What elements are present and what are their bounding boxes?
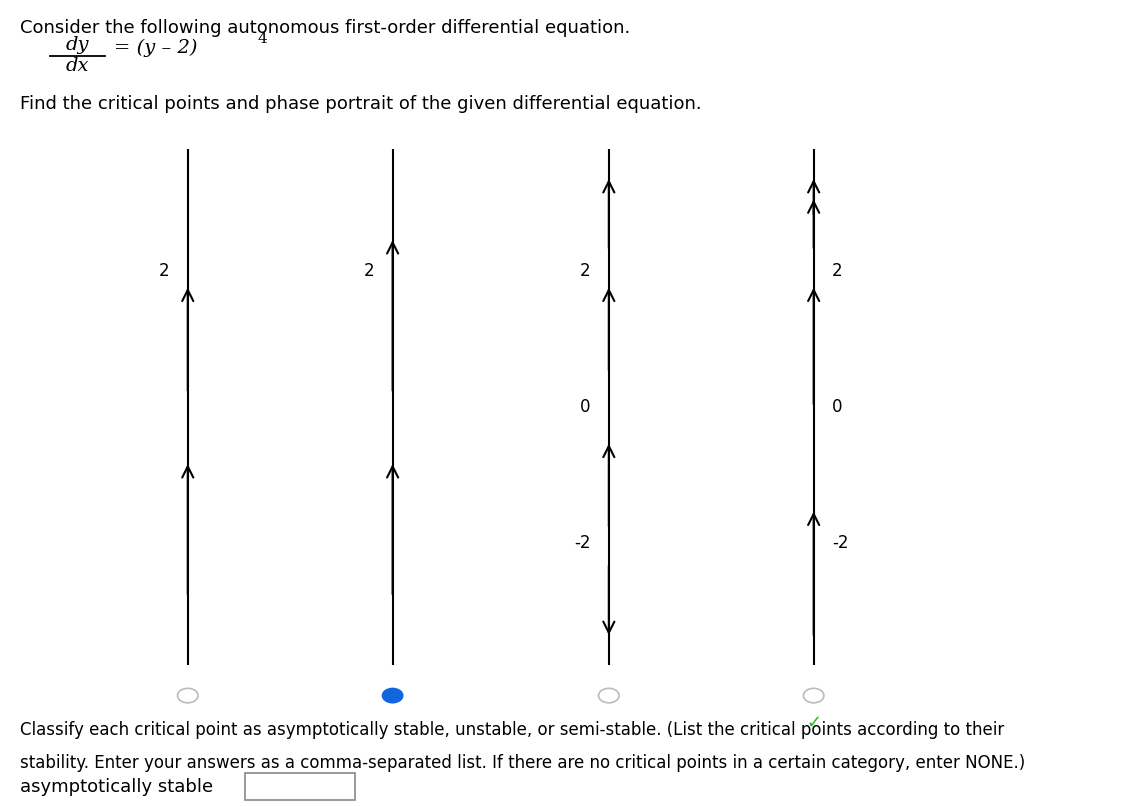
Text: -2: -2: [575, 534, 591, 552]
Text: 0: 0: [580, 398, 591, 416]
Text: Consider the following autonomous first-order differential equation.: Consider the following autonomous first-…: [20, 19, 630, 36]
FancyBboxPatch shape: [245, 773, 355, 800]
Text: = (y – 2): = (y – 2): [114, 39, 197, 57]
Text: 2: 2: [364, 262, 374, 280]
Circle shape: [382, 688, 403, 703]
Text: dx: dx: [66, 57, 89, 75]
Text: 2: 2: [832, 262, 842, 280]
Text: 2: 2: [580, 262, 591, 280]
Text: 2: 2: [159, 262, 170, 280]
Text: stability. Enter your answers as a comma-separated list. If there are no critica: stability. Enter your answers as a comma…: [20, 754, 1025, 771]
Text: dy: dy: [66, 36, 89, 54]
Text: 0: 0: [832, 398, 842, 416]
Text: Find the critical points and phase portrait of the given differential equation.: Find the critical points and phase portr…: [20, 95, 702, 113]
Text: asymptotically stable: asymptotically stable: [20, 778, 214, 796]
Text: -2: -2: [832, 534, 848, 552]
Text: 4: 4: [257, 31, 267, 46]
Text: ✓: ✓: [806, 713, 822, 731]
Text: Classify each critical point as asymptotically stable, unstable, or semi-stable.: Classify each critical point as asymptot…: [20, 721, 1005, 739]
